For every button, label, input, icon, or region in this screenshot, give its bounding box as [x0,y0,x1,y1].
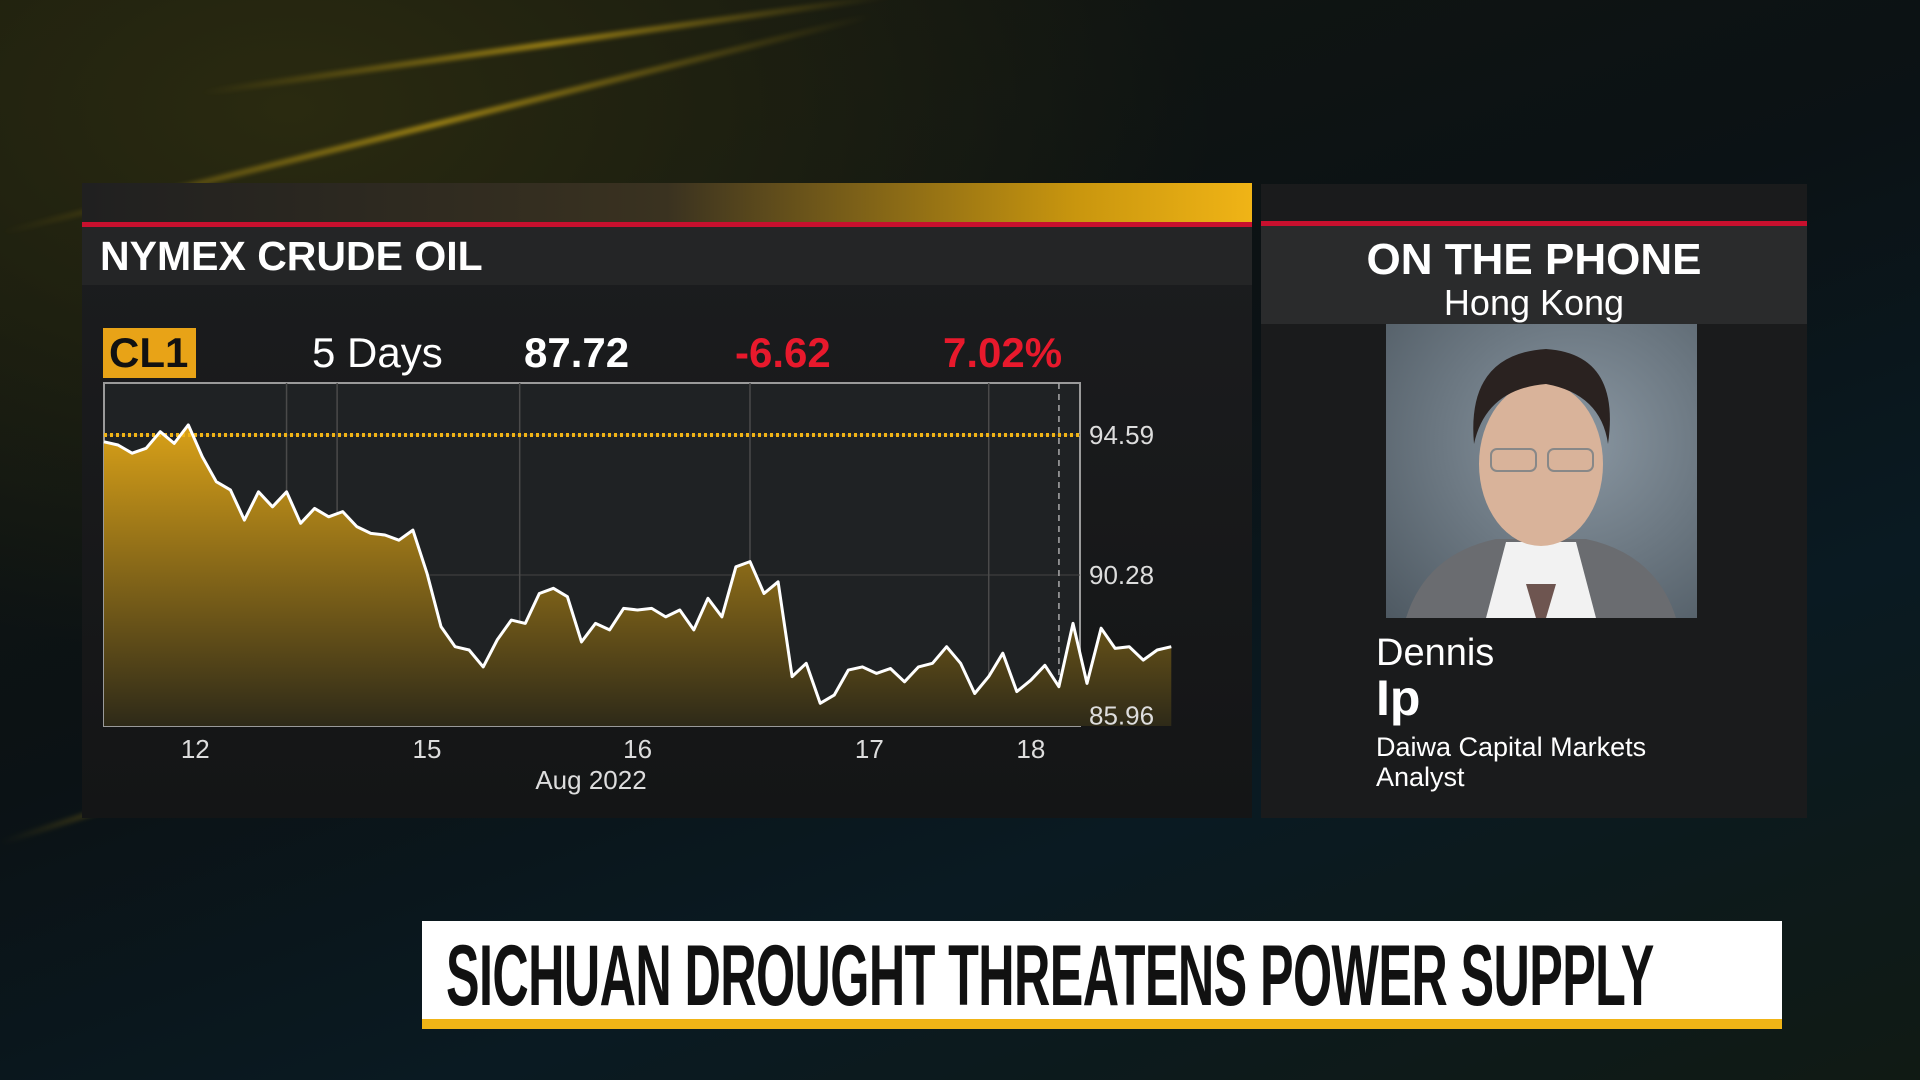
guest-company: Daiwa Capital Markets [1376,732,1647,762]
guest-role: Analyst [1376,762,1465,792]
title-bar [82,227,1252,285]
guest-panel: ON THE PHONE Hong Kong Dennis Ip Daiwa C… [1261,184,1807,818]
background-streak [199,0,894,96]
guest-first-name: Dennis [1376,632,1495,674]
headline-banner: SICHUAN DROUGHT THREATENS POWER SUPPLY [422,921,1782,1029]
price-chart: 94.59 90.28 85.96 12 15 16 17 18 Aug 2022 [103,382,1172,795]
guest-last-name: Ip [1376,670,1421,726]
y-tick-label: 94.59 [1089,420,1154,450]
price-change: -6.62 [735,329,831,376]
y-tick-label: 90.28 [1089,560,1154,590]
guest-location: Hong Kong [1443,282,1625,323]
x-tick-label: 16 [623,734,652,764]
period-label: 5 Days [312,329,443,376]
chart-title: NYMEX CRUDE OIL [100,233,483,279]
last-price: 87.72 [524,329,630,376]
y-tick-label: 85.96 [1089,700,1154,730]
x-tick-label: 12 [181,734,210,764]
guest-header: ON THE PHONE Hong Kong [1261,226,1807,324]
guest-photo [1386,324,1697,618]
headline-text: SICHUAN DROUGHT THREATENS POWER SUPPLY [446,928,1654,1024]
price-area [104,424,1172,726]
x-tick-label: 18 [1016,734,1045,764]
x-axis-label: Aug 2022 [535,765,646,795]
x-tick-label: 17 [855,734,884,764]
percent-change: 7.02% [943,329,1063,376]
x-tick-label: 15 [413,734,442,764]
red-divider [82,222,1252,227]
panel-header-band [82,183,1252,222]
chart-panel: NYMEX CRUDE OIL CL1 5 Days 87.72 -6.62 7… [82,183,1252,818]
ticker-badge: CL1 [103,328,196,378]
price-line [103,423,1172,705]
guest-panel-title: ON THE PHONE [1366,235,1702,284]
red-divider [1261,221,1807,226]
